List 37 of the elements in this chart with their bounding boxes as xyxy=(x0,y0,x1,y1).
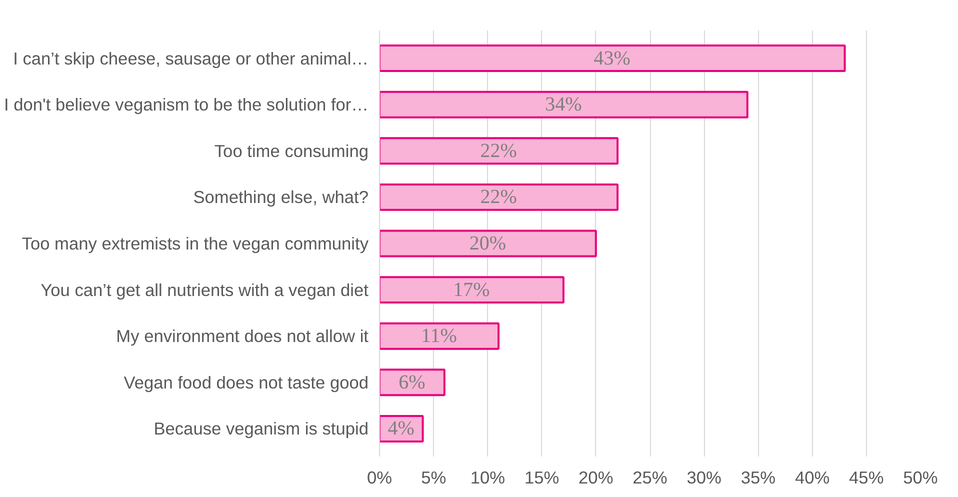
data-label: 34% xyxy=(545,94,582,116)
bar xyxy=(380,183,619,211)
y-tick-label: I can’t skip cheese, sausage or other animal… xyxy=(13,48,369,68)
bar xyxy=(380,137,619,165)
y-tick-label: Something else, what? xyxy=(193,187,368,208)
y-tick-label: My environment does not allow it xyxy=(116,326,369,346)
x-tick-label: 15% xyxy=(524,468,560,488)
bar xyxy=(380,230,597,258)
x-tick-label: 30% xyxy=(686,468,722,488)
x-tick-label: 45% xyxy=(849,468,884,488)
y-tick-label: Too time consuming xyxy=(214,140,369,161)
data-label: 20% xyxy=(469,232,506,254)
data-label: 22% xyxy=(480,140,517,162)
x-tick-label: 40% xyxy=(794,468,830,488)
bar xyxy=(380,368,446,396)
x-tick-label: 20% xyxy=(578,468,614,488)
x-tick-label: 10% xyxy=(470,468,506,488)
y-tick-label: Vegan food does not taste good xyxy=(124,372,369,392)
x-tick-label: 35% xyxy=(740,468,776,488)
bar xyxy=(380,90,748,118)
y-tick-label: Too many extremists in the vegan community xyxy=(22,234,369,254)
x-tick-label: 25% xyxy=(632,468,668,488)
data-label: 4% xyxy=(388,418,414,440)
bar xyxy=(380,322,500,350)
bar xyxy=(380,44,846,72)
data-label: 6% xyxy=(398,371,426,394)
x-tick-label: 5% xyxy=(421,468,446,488)
y-tick-label: Because veganism is stupid xyxy=(154,418,369,439)
y-tick-label: I don't believe veganism to be the solution for… xyxy=(4,94,369,115)
data-label: 17% xyxy=(453,278,490,301)
data-label: 22% xyxy=(480,186,517,208)
data-label: 11% xyxy=(421,325,457,348)
x-tick-label: 50% xyxy=(903,468,938,488)
data-label: 43% xyxy=(594,47,630,70)
y-tick-label: You can’t get all nutrients with a vegan diet xyxy=(40,280,369,300)
bar xyxy=(380,276,564,304)
x-tick-label: 0% xyxy=(366,468,392,488)
